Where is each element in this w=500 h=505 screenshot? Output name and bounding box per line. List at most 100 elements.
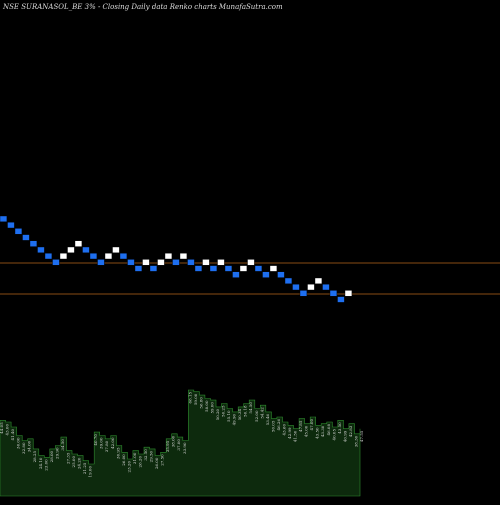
volume-label: 47.55 <box>359 430 364 442</box>
volume-label: 43.30 <box>320 425 325 437</box>
volume-label: 56.25 <box>221 405 226 417</box>
volume-label: 47.00 <box>309 419 314 431</box>
volume-label: 27.50 <box>160 454 165 466</box>
volume-label: 56.80 <box>198 397 203 409</box>
volume-label: 29.90 <box>54 447 59 459</box>
volume-label: 36.00 <box>16 437 21 449</box>
brick-up <box>142 259 150 266</box>
brick-up <box>104 252 113 260</box>
volume-label: 19.00 <box>88 466 93 478</box>
brick-up <box>202 259 210 266</box>
brick-up <box>344 290 353 297</box>
volume-label: 23.00 <box>43 459 48 471</box>
brick-down <box>29 240 38 247</box>
brick-down <box>292 284 300 291</box>
volume-label: 54.50 <box>248 402 253 414</box>
brick-up <box>157 259 165 266</box>
volume-label: 42.83 <box>348 425 353 437</box>
volume-label: 23.20 <box>126 461 131 473</box>
brick-down <box>299 290 308 297</box>
volume-series <box>0 389 361 497</box>
volume-label: 37.00 <box>176 439 181 451</box>
volume-label: 32.80 <box>21 442 26 454</box>
volume-label: 59.00 <box>210 402 215 414</box>
volume-label: 52.00 <box>254 410 259 422</box>
volume-label: 37.80 <box>104 440 109 452</box>
brick-down <box>149 265 158 272</box>
volume-area <box>0 389 361 497</box>
volume-label: 58.00 <box>204 400 209 412</box>
volume-label: 47.85 <box>298 420 303 432</box>
volume-label: 30.95 <box>115 447 120 459</box>
brick-down <box>22 234 30 241</box>
brick-down <box>262 271 270 278</box>
volume-label: 28.00 <box>49 450 54 462</box>
volume-label: 21.25 <box>82 462 87 474</box>
volume-label: 54.42 <box>259 407 264 419</box>
volume-label: 42.00 <box>110 437 115 449</box>
volume-label: 29.50 <box>149 450 154 462</box>
brick-up <box>59 252 68 260</box>
volume-label: 26.20 <box>138 456 143 468</box>
volume-label: 25.00 <box>71 456 76 468</box>
brick-down <box>82 246 90 254</box>
brick-up <box>74 240 83 247</box>
volume-label: 26.00 <box>154 457 159 469</box>
volume-label: 53.46 <box>265 413 270 425</box>
brick-down <box>134 265 143 272</box>
volume-label: 34.00 <box>27 440 32 452</box>
brick-down <box>172 259 180 266</box>
brick-up <box>239 265 248 272</box>
brick-up <box>164 252 173 260</box>
brick-down <box>277 271 285 278</box>
volume-label: 40.70 <box>93 434 98 446</box>
volume-label: 31.00 <box>132 452 137 464</box>
brick-up <box>217 259 225 266</box>
brick-down <box>89 252 98 260</box>
volume-label: 50.20 <box>215 408 220 420</box>
volume-label: 39.00 <box>99 437 104 449</box>
brick-down <box>52 259 60 266</box>
volume-label: 26.00 <box>121 454 126 466</box>
volume-label: 44.05 <box>0 422 4 434</box>
brick-up <box>269 265 278 272</box>
volume-label: 27.35 <box>66 452 71 464</box>
volume-label: 50.34 <box>237 408 242 420</box>
brick-up <box>67 246 75 254</box>
brick-down <box>37 246 45 254</box>
brick-down <box>284 277 293 285</box>
brick-up <box>112 246 120 254</box>
brick-down <box>187 259 195 266</box>
volume-label: 49.90 <box>232 413 237 425</box>
brick-down <box>254 265 263 272</box>
brick-down <box>127 259 135 266</box>
brick-down <box>119 252 128 260</box>
volume-label: 50.05 <box>270 420 275 432</box>
brick-down <box>209 265 218 272</box>
volume-label: 24.20 <box>77 457 82 469</box>
volume-label: 46.26 <box>276 419 281 431</box>
chart-title: NSE SURANASOL_BE 3% - Closing Daily data… <box>2 3 283 11</box>
volume-label: 43.60 <box>282 424 287 436</box>
volume-label: 33.90 <box>182 442 187 454</box>
volume-label: 55.10 <box>226 410 231 422</box>
volume-label: 43.50 <box>337 422 342 434</box>
volume-label: 41.50 <box>293 430 298 442</box>
brick-down <box>14 228 23 235</box>
volume-label: 28.25 <box>32 450 37 462</box>
volume-label: 42.99 <box>287 427 292 439</box>
brick-down <box>337 296 345 303</box>
brick-up <box>307 284 315 291</box>
volume-label: 38.00 <box>171 435 176 447</box>
brick-up <box>314 277 323 285</box>
brick-down <box>44 252 53 260</box>
volume-label: 59.00 <box>193 393 198 405</box>
brick-up <box>247 259 255 266</box>
volume-label: 56.18 <box>243 405 248 417</box>
volume-label: 34.50 <box>60 439 65 451</box>
volume-label: 40.99 <box>342 430 347 442</box>
brick-down <box>7 221 15 229</box>
